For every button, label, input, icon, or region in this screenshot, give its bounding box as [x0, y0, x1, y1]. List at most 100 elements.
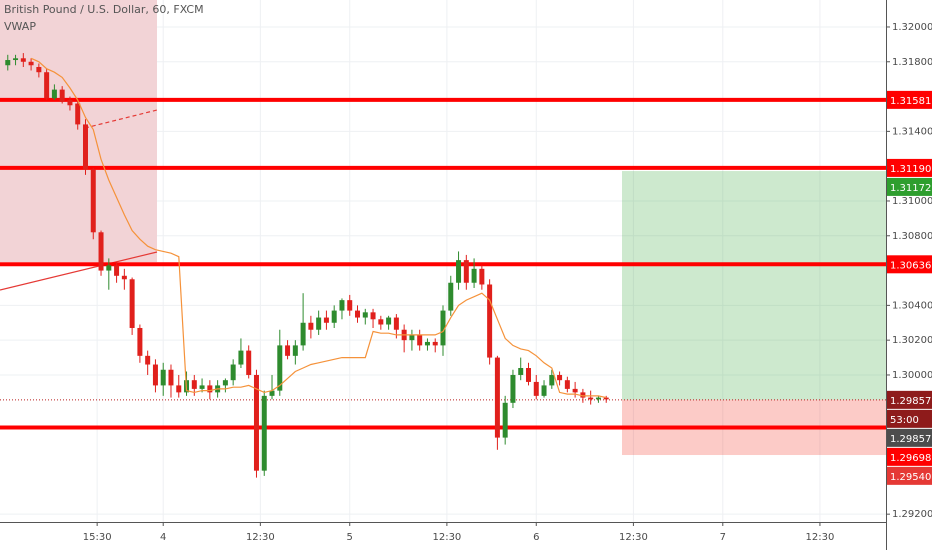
- candle-body: [44, 72, 50, 99]
- y-tick-label: 1.32000: [892, 22, 932, 33]
- price-tag: [887, 447, 932, 466]
- candle-body: [432, 341, 438, 346]
- chart-title: British Pound / U.S. Dollar, 60, FXCM: [4, 3, 204, 16]
- candle-body: [409, 334, 415, 341]
- candle-body: [588, 397, 594, 400]
- trend-midline: [84, 109, 158, 129]
- candle-body: [28, 61, 34, 66]
- candle-body: [494, 357, 500, 438]
- x-tick-label: 15:30: [83, 532, 112, 543]
- candle-body: [580, 392, 586, 398]
- profit-zone: [622, 171, 886, 400]
- axis-labels: 1.32000 1.31800 1.31400 1.31000 1.30800 1.304…: [83, 22, 932, 543]
- candle-body: [90, 169, 96, 233]
- x-tick-label: 4: [160, 532, 166, 543]
- price-tag: [887, 90, 932, 109]
- candle-body: [595, 397, 601, 400]
- candle-body: [253, 374, 259, 471]
- candle-body: [121, 275, 127, 280]
- y-tick-label: 1.30000: [892, 370, 932, 381]
- y-tick-label: 1.31800: [892, 57, 932, 68]
- candle-body: [525, 368, 531, 382]
- candle-body: [75, 103, 81, 125]
- trend-line: [0, 251, 158, 291]
- price-tag-label: 1.31190: [890, 164, 931, 175]
- candle-body: [137, 327, 143, 356]
- highlight-zone: [0, 0, 157, 262]
- candle-body: [98, 232, 104, 271]
- x-tick-label: 7: [720, 532, 726, 543]
- candle-body: [518, 368, 524, 375]
- candle-body: [230, 364, 236, 381]
- candle-body: [564, 380, 570, 389]
- x-tick-label: 12:30: [432, 532, 461, 543]
- price-tag: [887, 466, 932, 485]
- price-tag-label: 1.31172: [890, 183, 931, 194]
- price-tag-label: 1.29857: [890, 396, 931, 407]
- candle-body: [168, 369, 174, 386]
- candle-body: [176, 385, 182, 393]
- price-tag: [887, 428, 932, 447]
- candle-body: [471, 268, 477, 283]
- candle-body: [603, 397, 609, 400]
- plot: [5, 53, 609, 478]
- candle-body: [440, 310, 446, 346]
- candle-body: [191, 380, 197, 389]
- candle-body: [82, 124, 88, 170]
- candle-body: [417, 334, 423, 346]
- candle-body: [277, 345, 283, 391]
- candle-body: [51, 89, 57, 99]
- candle-body: [300, 322, 306, 346]
- price-tag-label: 1.29540: [890, 472, 931, 483]
- price-tag: [887, 255, 932, 274]
- candle-body: [355, 310, 361, 318]
- candle-body: [378, 319, 384, 325]
- position-zones: [622, 171, 886, 456]
- candle-body: [67, 100, 73, 106]
- candle-body: [20, 58, 26, 62]
- candle-body: [222, 380, 228, 386]
- y-tick-label: 1.31000: [892, 196, 932, 207]
- x-tick-label: 6: [533, 532, 539, 543]
- candle-body: [541, 385, 547, 396]
- candle-body: [370, 312, 376, 320]
- candle-body: [292, 345, 298, 356]
- candle-body: [393, 317, 399, 330]
- candle-body: [510, 374, 516, 403]
- price-tag: [887, 158, 932, 177]
- candle-body: [572, 388, 578, 393]
- candle-body: [246, 350, 252, 375]
- candle-body: [448, 282, 454, 311]
- candle-body: [106, 265, 112, 271]
- price-tag: [887, 390, 932, 409]
- candle-body: [145, 355, 151, 365]
- candle-body: [5, 60, 11, 66]
- candle-body: [129, 279, 135, 328]
- candle-body: [456, 260, 462, 283]
- price-tag-label: 1.31581: [890, 96, 931, 107]
- indicator-name: VWAP: [4, 20, 36, 33]
- candle-body: [386, 317, 392, 325]
- y-tick-label: 1.29200: [892, 509, 932, 520]
- candle-body: [424, 341, 430, 346]
- x-tick-label: 5: [347, 532, 353, 543]
- price-tag-label: 53:00: [890, 415, 919, 426]
- candle-body: [479, 268, 485, 285]
- x-tick-label: 12:30: [619, 532, 648, 543]
- candle-body: [59, 89, 65, 102]
- candle-body: [557, 374, 563, 381]
- price-tag-label: 1.29698: [890, 453, 931, 464]
- candle-body: [316, 317, 322, 330]
- candle-body: [331, 310, 337, 323]
- candle-body: [160, 369, 166, 386]
- x-tick-label: 12:30: [806, 532, 835, 543]
- price-tag: [887, 409, 932, 428]
- candle-body: [36, 66, 42, 73]
- candle-body: [207, 385, 213, 393]
- y-tick-label: 1.30200: [892, 335, 932, 346]
- y-tick-label: 1.31400: [892, 126, 932, 137]
- indicator-line: [30, 57, 607, 399]
- candle-body: [238, 350, 244, 365]
- y-tick-label: 1.30400: [892, 300, 932, 311]
